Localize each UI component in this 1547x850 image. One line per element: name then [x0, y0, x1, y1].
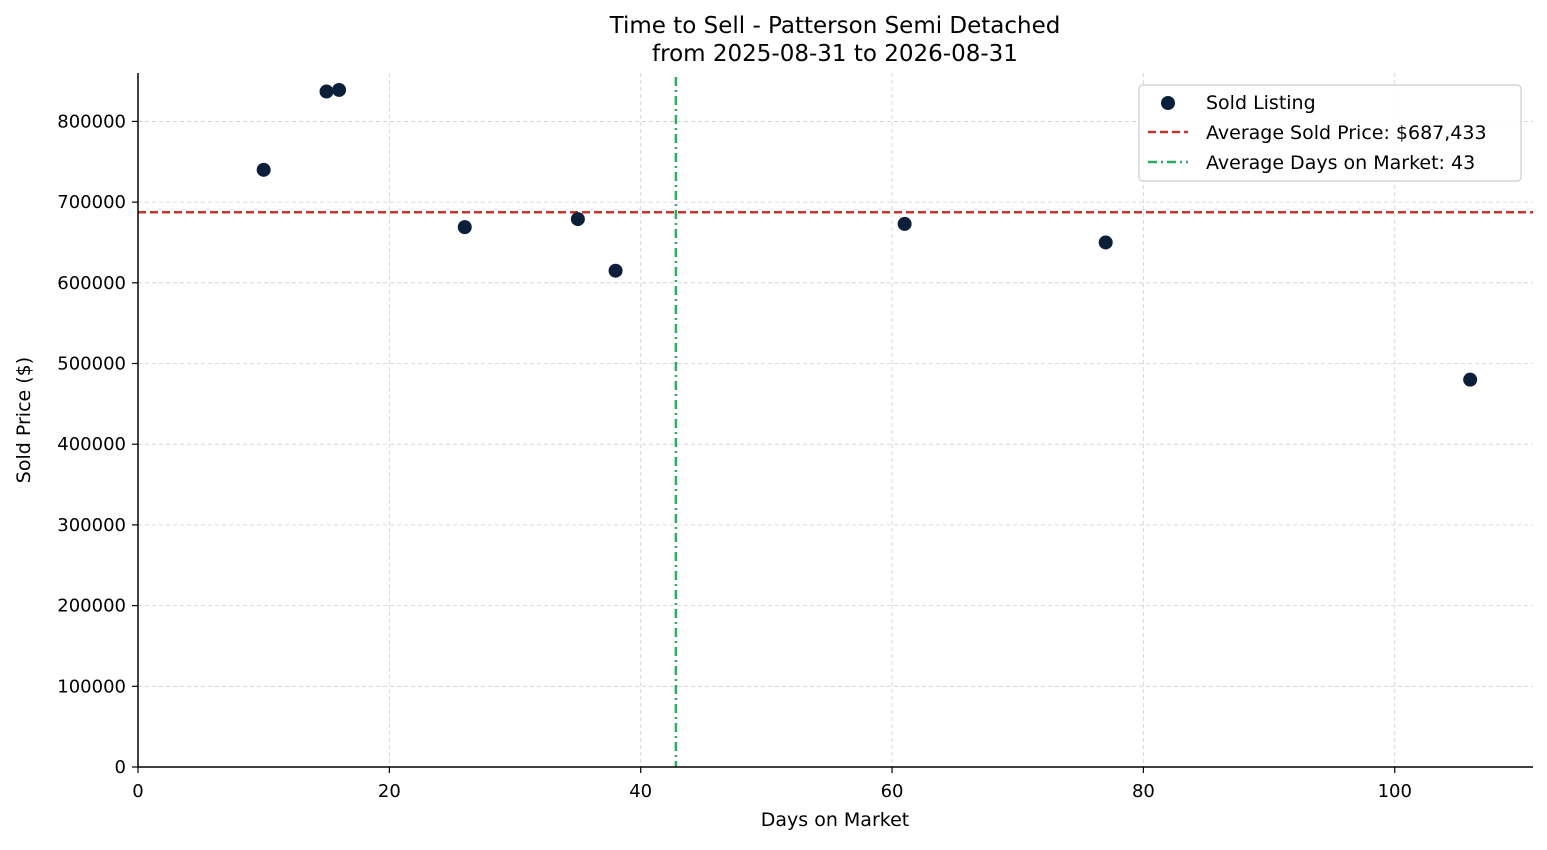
y-tick-label: 400000 [57, 434, 126, 455]
x-tick-label: 60 [881, 781, 904, 802]
data-point [1098, 235, 1113, 250]
legend-marker-sold-listing [1161, 96, 1175, 110]
y-tick-label: 100000 [57, 676, 126, 697]
data-point [332, 82, 347, 97]
x-tick-label: 20 [378, 781, 401, 802]
legend-box [1138, 84, 1522, 182]
reference-lines [138, 77, 1533, 767]
data-point [319, 84, 334, 99]
legend: Sold Listing Average Sold Price: $687,43… [1138, 84, 1522, 182]
y-axis-label: Sold Price ($) [13, 357, 35, 483]
x-ticks: 0 20 40 60 80 100 [132, 767, 1412, 802]
x-axis-label: Days on Market [761, 809, 909, 831]
y-ticks: 0 100000 200000 300000 400000 500000 600000 700… [57, 111, 138, 778]
y-tick-label: 600000 [57, 273, 126, 294]
x-tick-label: 100 [1378, 781, 1412, 802]
x-tick-label: 80 [1132, 781, 1155, 802]
axes [137, 73, 1533, 768]
y-tick-label: 800000 [57, 111, 126, 132]
y-tick-label: 500000 [57, 354, 126, 375]
legend-label-sold-listing: Sold Listing [1206, 92, 1316, 114]
x-tick-label: 40 [629, 781, 652, 802]
data-point [608, 263, 623, 278]
data-point [570, 212, 585, 227]
data-point [256, 162, 271, 177]
y-tick-label: 300000 [57, 515, 126, 536]
data-points [256, 82, 1478, 387]
x-tick-label: 0 [132, 781, 143, 802]
y-tick-label: 200000 [57, 596, 126, 617]
y-tick-label: 700000 [57, 192, 126, 213]
legend-label-average-price: Average Sold Price: $687,433 [1206, 122, 1487, 144]
y-tick-label: 0 [115, 757, 126, 778]
chart-subtitle: from 2025-08-31 to 2026-08-31 [652, 41, 1018, 67]
legend-label-average-days: Average Days on Market: 43 [1206, 152, 1475, 174]
data-point [457, 220, 472, 235]
data-point [897, 216, 912, 231]
data-point [1463, 372, 1478, 387]
chart-title: Time to Sell - Patterson Semi Detached [609, 13, 1061, 39]
